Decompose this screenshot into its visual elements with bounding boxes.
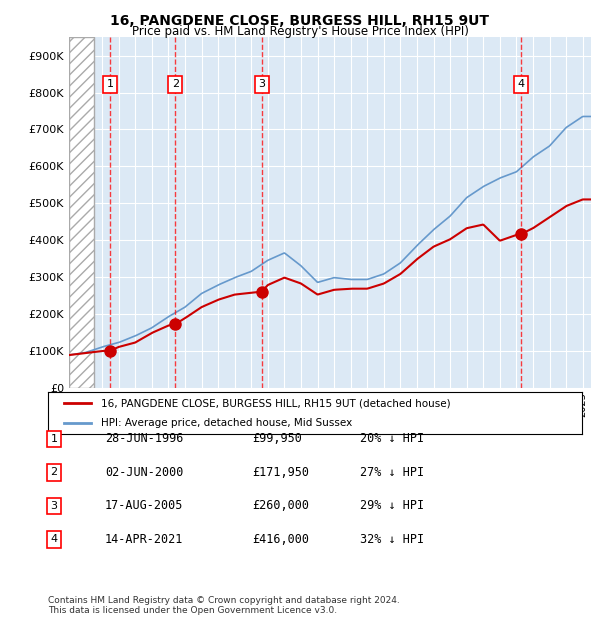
Text: 16, PANGDENE CLOSE, BURGESS HILL, RH15 9UT: 16, PANGDENE CLOSE, BURGESS HILL, RH15 9… <box>110 14 490 28</box>
Text: 3: 3 <box>258 79 265 89</box>
Text: 1: 1 <box>50 434 58 444</box>
Text: 2: 2 <box>172 79 179 89</box>
Text: 17-AUG-2005: 17-AUG-2005 <box>105 500 184 512</box>
Text: 14-APR-2021: 14-APR-2021 <box>105 533 184 546</box>
Text: 32% ↓ HPI: 32% ↓ HPI <box>360 533 424 546</box>
Text: 16, PANGDENE CLOSE, BURGESS HILL, RH15 9UT (detached house): 16, PANGDENE CLOSE, BURGESS HILL, RH15 9… <box>101 398 451 408</box>
Text: 20% ↓ HPI: 20% ↓ HPI <box>360 433 424 445</box>
Text: 1: 1 <box>107 79 114 89</box>
Text: 02-JUN-2000: 02-JUN-2000 <box>105 466 184 479</box>
Text: £260,000: £260,000 <box>252 500 309 512</box>
Text: £416,000: £416,000 <box>252 533 309 546</box>
Text: 27% ↓ HPI: 27% ↓ HPI <box>360 466 424 479</box>
Text: 4: 4 <box>50 534 58 544</box>
Text: 3: 3 <box>50 501 58 511</box>
Text: £171,950: £171,950 <box>252 466 309 479</box>
Text: £99,950: £99,950 <box>252 433 302 445</box>
Text: 2: 2 <box>50 467 58 477</box>
Text: 4: 4 <box>518 79 525 89</box>
Text: HPI: Average price, detached house, Mid Sussex: HPI: Average price, detached house, Mid … <box>101 418 353 428</box>
Text: 28-JUN-1996: 28-JUN-1996 <box>105 433 184 445</box>
Text: Contains HM Land Registry data © Crown copyright and database right 2024.
This d: Contains HM Land Registry data © Crown c… <box>48 596 400 615</box>
Text: Price paid vs. HM Land Registry's House Price Index (HPI): Price paid vs. HM Land Registry's House … <box>131 25 469 38</box>
Text: 29% ↓ HPI: 29% ↓ HPI <box>360 500 424 512</box>
